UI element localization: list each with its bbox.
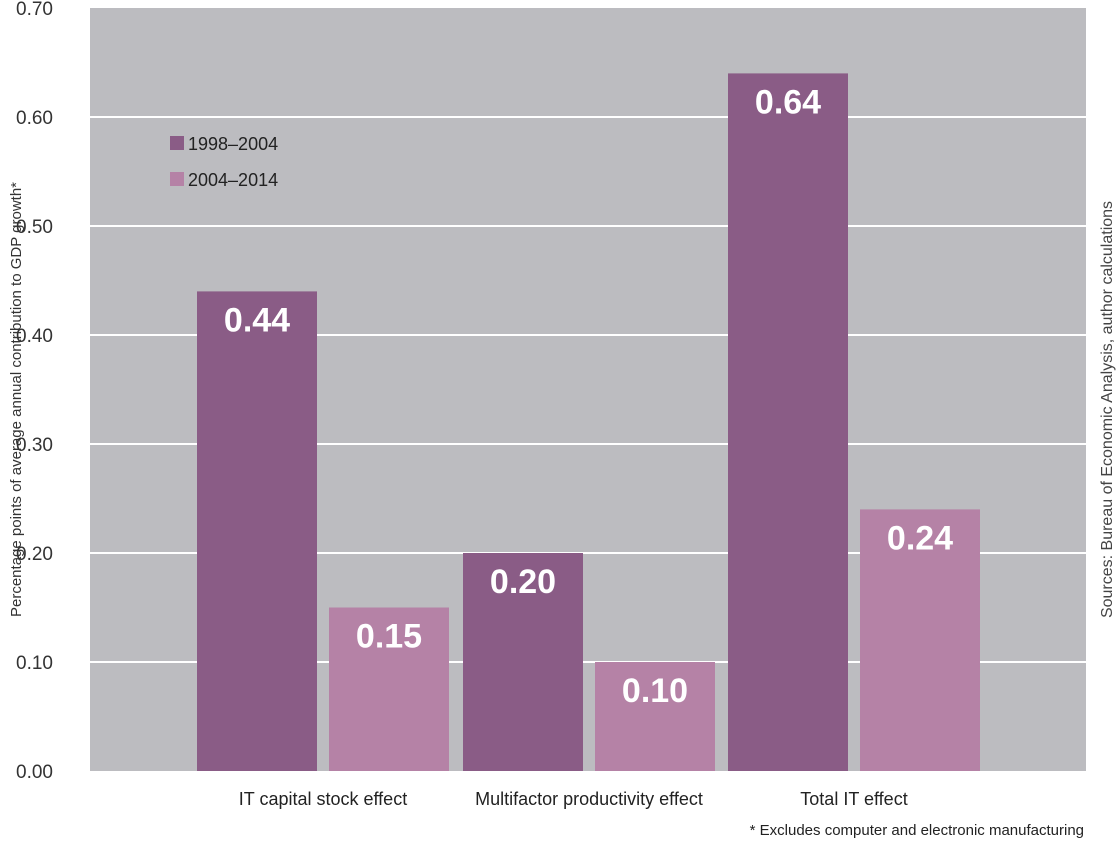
bar-value-label: 0.44 [224,301,290,339]
bar-value-label: 0.15 [356,618,422,656]
y-tick-label: 0.20 [16,544,53,565]
y-tick-label: 0.40 [16,326,53,347]
y-tick-label: 0.70 [16,0,53,20]
y-axis-label: Percentage points of average annual cont… [8,182,25,617]
legend: 1998–2004 2004–2014 [170,134,278,190]
bar [197,291,317,771]
bar [329,607,449,771]
y-tick-label: 0.50 [16,217,53,238]
source-note: Sources: Bureau of Economic Analysis, au… [1099,201,1116,618]
legend-swatch [170,136,184,150]
bar-value-label: 0.24 [887,519,953,557]
bar-value-label: 0.20 [490,563,556,601]
bars: 0.44 0.15 0.20 0.10 0.64 0.24 [197,73,980,771]
x-axis-categories: IT capital stock effect Multifactor produ… [239,789,908,809]
bar [463,553,583,771]
y-tick-label: 0.00 [16,762,53,783]
legend-label: 2004–2014 [188,170,278,190]
bar-value-label: 0.10 [622,672,688,710]
x-category-label: Total IT effect [800,789,907,809]
y-tick-label: 0.30 [16,435,53,456]
y-axis-ticks: 0.00 0.10 0.20 0.30 0.40 0.50 0.60 0.70 [16,0,53,783]
x-category-label: IT capital stock effect [239,789,407,809]
x-category-label: Multifactor productivity effect [475,789,703,809]
legend-label: 1998–2004 [188,134,278,154]
bar [728,73,848,771]
legend-swatch [170,172,184,186]
footnote: * Excludes computer and electronic manuf… [750,822,1084,839]
bar [860,509,980,771]
y-tick-label: 0.60 [16,108,53,129]
bar-value-label: 0.64 [755,83,821,121]
y-tick-label: 0.10 [16,653,53,674]
bar [595,662,715,771]
